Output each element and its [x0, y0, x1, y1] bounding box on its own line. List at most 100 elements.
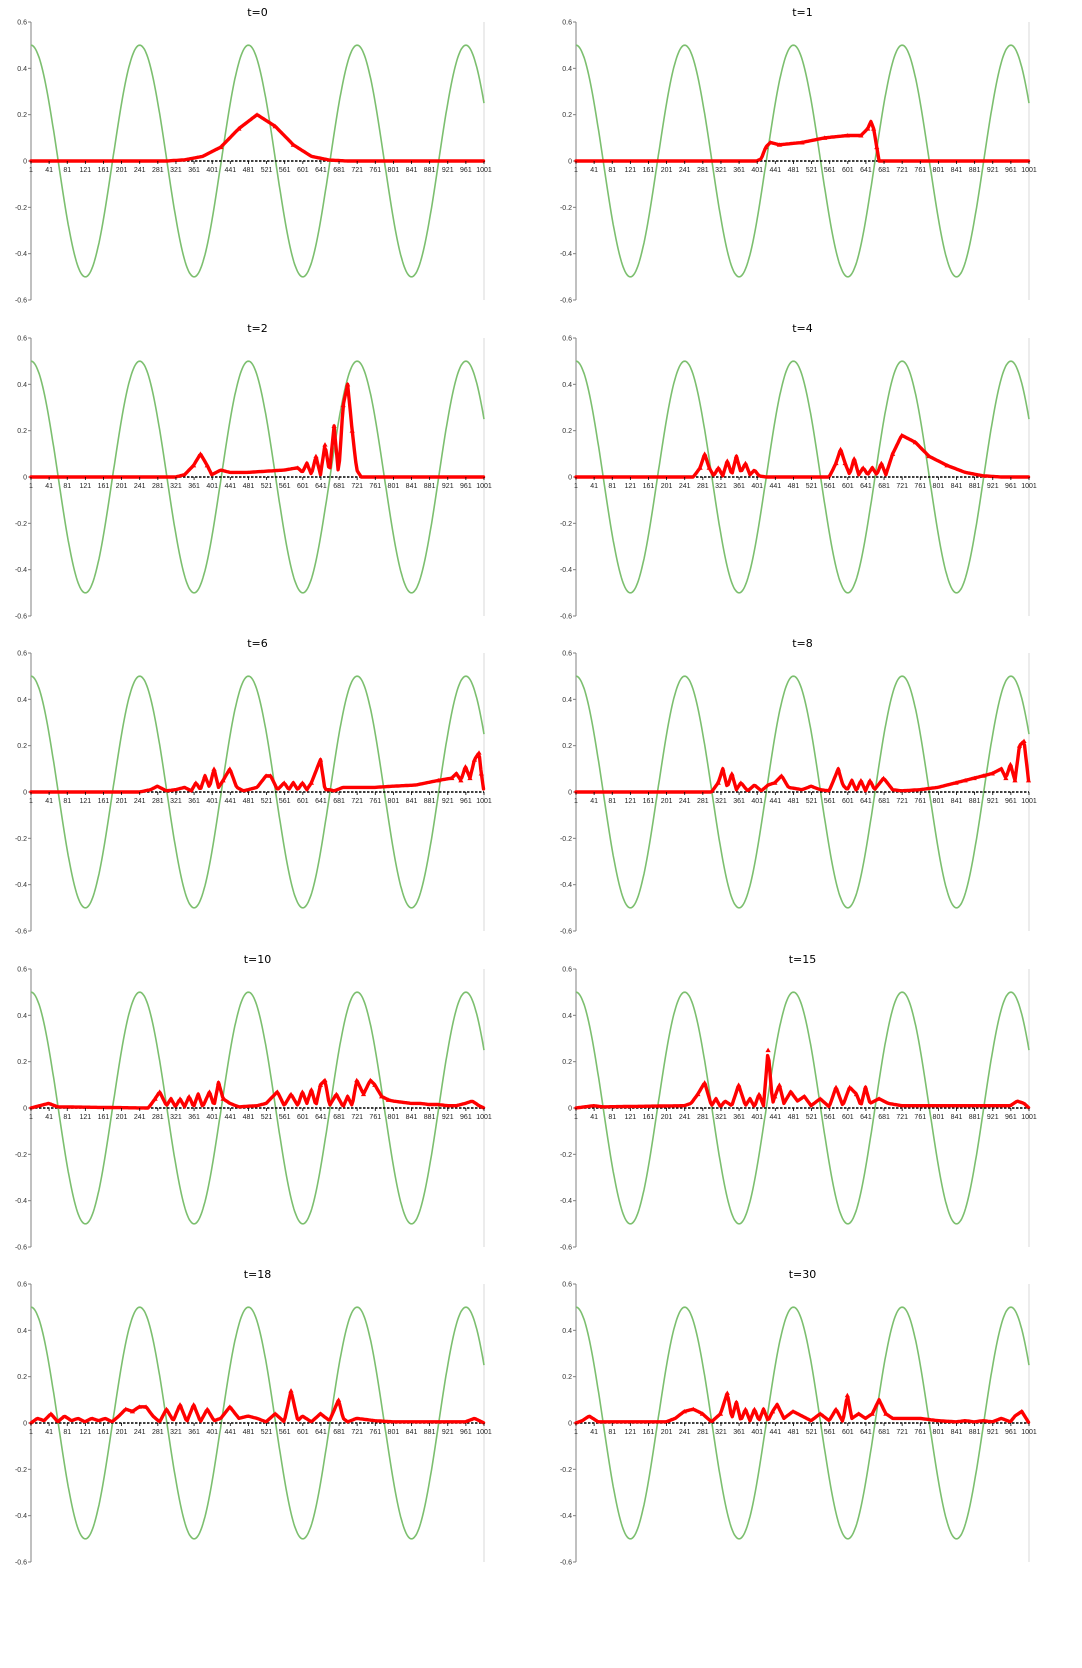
- density-point: [699, 1411, 705, 1416]
- x-tick-label: 361: [188, 483, 200, 490]
- y-tick-label: -0.4: [15, 882, 27, 889]
- density-point: [926, 453, 932, 458]
- density-point: [204, 1406, 210, 1412]
- y-tick-label: 0.2: [562, 1059, 572, 1066]
- x-tick-label: 721: [896, 1429, 908, 1436]
- x-tick-label: 281: [697, 798, 709, 805]
- x-tick-label: 481: [788, 1114, 800, 1121]
- x-tick-label: 1001: [476, 798, 492, 805]
- chart-svg: t=4 0.6 0.4 0.2 0 -0.2 -0.4 -0.6 1 41 81 121 161 201 2…: [560, 322, 1037, 621]
- x-tick-label: 321: [170, 798, 182, 805]
- density-point: [281, 780, 287, 785]
- x-tick-label: 721: [351, 1429, 363, 1436]
- density-point: [254, 112, 260, 117]
- density-point: [833, 1084, 839, 1089]
- x-tick-label: 281: [152, 1114, 164, 1121]
- y-tick-label: -0.2: [15, 520, 27, 527]
- density-point: [971, 775, 977, 781]
- x-tick-label: 961: [460, 483, 472, 490]
- x-tick-label: 121: [80, 798, 92, 805]
- density-point: [844, 133, 850, 138]
- density-point: [1019, 1409, 1025, 1414]
- y-tick-label: -0.2: [560, 205, 572, 212]
- y-tick-label: 0.6: [562, 1282, 572, 1289]
- density-point: [220, 1095, 226, 1101]
- y-tick-label: -0.2: [15, 836, 27, 843]
- x-tick-label: 1: [574, 798, 578, 805]
- x-tick-label: 401: [206, 798, 218, 805]
- x-tick-label: 281: [697, 483, 709, 490]
- x-tick-label: 481: [788, 1429, 800, 1436]
- x-tick-label: 281: [697, 1114, 709, 1121]
- x-tick-label: 241: [134, 483, 146, 490]
- x-tick-label: 481: [243, 798, 255, 805]
- x-tick-label: 441: [224, 1429, 236, 1436]
- y-tick-label: 0: [23, 790, 27, 797]
- density-point: [776, 142, 782, 147]
- density-point: [322, 441, 328, 447]
- x-tick-label: 601: [297, 483, 309, 490]
- x-tick-label: 521: [806, 483, 818, 490]
- density-point: [856, 1411, 862, 1416]
- potential-curve: [30, 1306, 485, 1540]
- x-tick-label: 441: [769, 483, 781, 490]
- chart-title: t=1: [792, 6, 813, 19]
- density-point: [833, 460, 839, 465]
- density-point: [367, 1077, 373, 1082]
- density-point: [738, 780, 744, 785]
- chart-panel: t=6 0.6 0.4 0.2 0 -0.2 -0.4 -0.6 1 41 81 121 161 201 2…: [0, 633, 530, 963]
- y-tick-label: 0.2: [562, 743, 572, 750]
- x-tick-label: 761: [914, 167, 926, 174]
- chart-panel: t=8 0.6 0.4 0.2 0 -0.2 -0.4 -0.6 1 41 81 121 161 201 2…: [545, 633, 1075, 963]
- x-tick-label: 81: [63, 167, 71, 174]
- y-tick-label: -0.6: [560, 1244, 572, 1251]
- x-tick-label: 641: [315, 1114, 327, 1121]
- y-tick-label: 0: [23, 159, 27, 166]
- x-tick-label: 321: [170, 167, 182, 174]
- x-tick-label: 41: [590, 167, 598, 174]
- x-tick-label: 241: [679, 1114, 691, 1121]
- x-tick-label: 1: [574, 1429, 578, 1436]
- x-tick-label: 801: [933, 798, 945, 805]
- x-tick-label: 641: [315, 483, 327, 490]
- y-tick-label: 0.6: [562, 20, 572, 27]
- x-tick-label: 241: [134, 167, 146, 174]
- x-tick-label: 601: [842, 1429, 854, 1436]
- x-tick-label: 961: [460, 167, 472, 174]
- y-tick-label: -0.4: [15, 251, 27, 258]
- density-point: [858, 778, 864, 783]
- density-point: [268, 773, 274, 778]
- x-tick-label: 321: [715, 167, 727, 174]
- density-point: [360, 1091, 367, 1096]
- y-tick-label: 0.2: [17, 112, 27, 119]
- density-point: [847, 1084, 853, 1089]
- y-tick-label: 0.2: [562, 1374, 572, 1381]
- density-curve: [574, 1392, 1031, 1425]
- y-tick-label: -0.6: [15, 1244, 27, 1251]
- density-point: [944, 462, 950, 467]
- x-tick-label: 361: [188, 1114, 200, 1121]
- chart-title: t=30: [789, 1268, 817, 1281]
- density-point: [880, 775, 887, 781]
- y-tick-label: 0.6: [17, 966, 27, 973]
- density-point: [883, 1411, 889, 1416]
- x-tick-label: 761: [369, 1429, 381, 1436]
- density-point: [143, 1404, 149, 1409]
- density-point: [756, 1091, 762, 1096]
- density-point: [227, 766, 233, 771]
- x-tick-label: 1: [574, 483, 578, 490]
- y-tick-label: -0.4: [15, 1513, 27, 1520]
- potential-curve: [30, 44, 485, 278]
- density-point: [263, 773, 269, 778]
- density-point: [853, 1091, 860, 1096]
- chart-panel: t=4 0.6 0.4 0.2 0 -0.2 -0.4 -0.6 1 41 81 121 161 201 2…: [545, 318, 1075, 648]
- x-tick-label: 81: [63, 798, 71, 805]
- x-tick-label: 481: [243, 167, 255, 174]
- x-tick-label: 401: [206, 1429, 218, 1436]
- x-tick-label: 881: [424, 1114, 436, 1121]
- y-tick-label: -0.2: [15, 1151, 27, 1158]
- x-tick-label: 161: [98, 798, 110, 805]
- potential-curve: [30, 675, 485, 909]
- x-tick-label: 801: [388, 167, 400, 174]
- x-tick-label: 681: [333, 483, 345, 490]
